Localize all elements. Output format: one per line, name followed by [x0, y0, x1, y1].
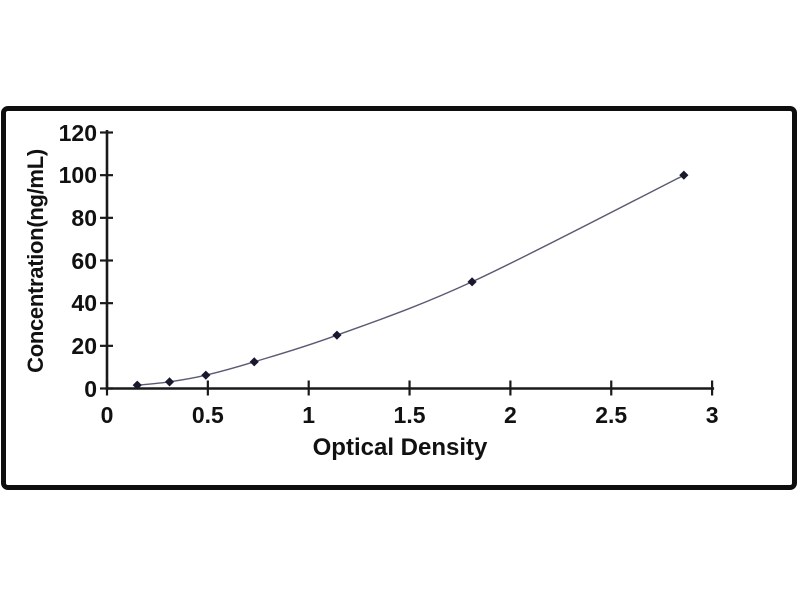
- data-point-marker: [201, 370, 211, 380]
- x-tick-label: 1.5: [393, 402, 426, 428]
- y-tick-label: 120: [58, 119, 97, 146]
- chart-panel-border: [1, 106, 797, 490]
- data-point-marker: [332, 330, 342, 340]
- y-tick-label: 20: [71, 332, 97, 359]
- y-tick-label: 100: [58, 162, 97, 189]
- x-tick-label: 2: [503, 402, 517, 428]
- x-axis-title: Optical Density: [312, 434, 488, 461]
- data-point-marker: [132, 380, 142, 390]
- data-point-marker: [679, 170, 689, 180]
- x-tick-label: 2.5: [595, 402, 628, 428]
- data-point-marker: [249, 357, 259, 367]
- standard-curve-line: [137, 174, 685, 386]
- data-point-marker: [164, 377, 175, 387]
- y-tick-label: 60: [71, 247, 97, 274]
- x-tick-label: 0.5: [191, 402, 224, 428]
- y-tick-label: 0: [84, 375, 97, 402]
- y-tick-label: 40: [71, 290, 97, 317]
- y-tick-label: 80: [71, 204, 97, 231]
- x-tick-label: 3: [705, 402, 719, 428]
- x-tick-label: 1: [302, 402, 316, 428]
- x-tick-label: 0: [100, 402, 114, 428]
- data-point-marker: [467, 277, 477, 287]
